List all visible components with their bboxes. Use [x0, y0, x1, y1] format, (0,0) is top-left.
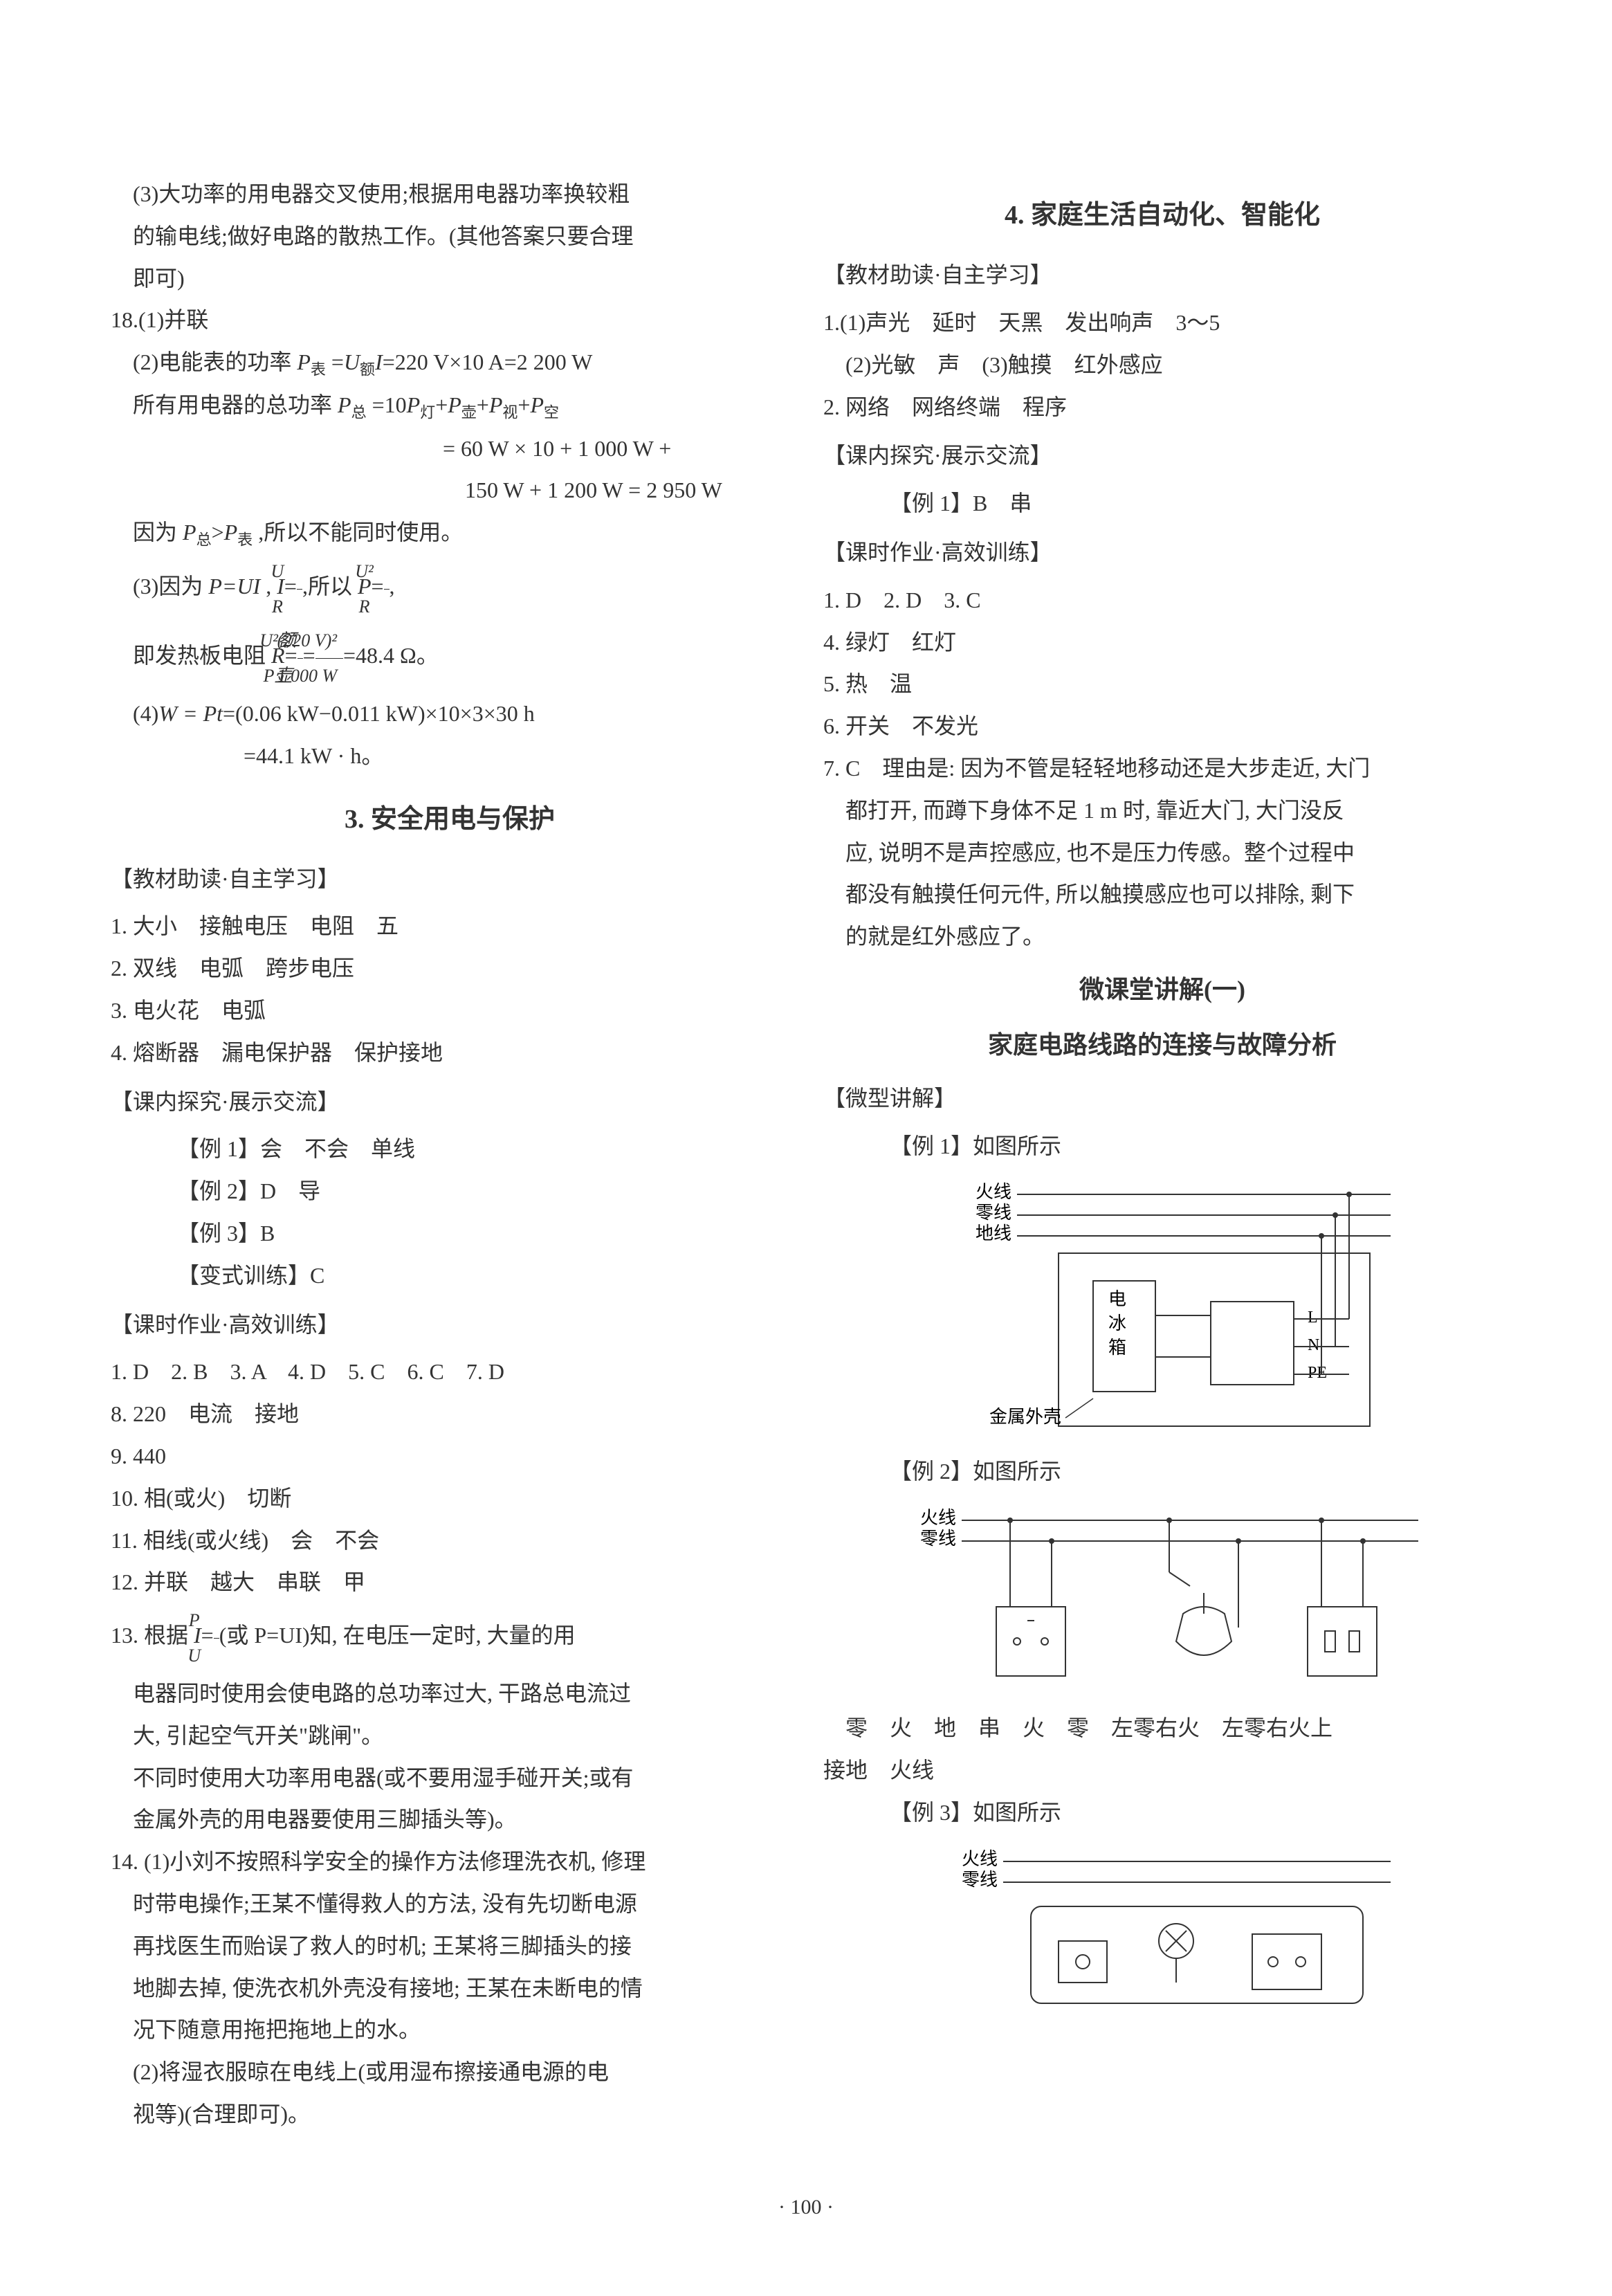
s3-heading2: 【课内探究·展示交流】	[111, 1081, 789, 1123]
micro-answer2a: 零 火 地 串 火 零 左零右火 左零右火上	[823, 1707, 1501, 1749]
s4-heading2: 【课内探究·展示交流】	[823, 435, 1501, 477]
s4-hw7b: 都打开, 而蹲下身体不足 1 m 时, 靠近大门, 大门没反	[823, 790, 1501, 832]
q18-part3b: 即发热板电阻 R=U²额P壶=(220 V)²1 000 W=48.4 Ω。	[111, 623, 789, 693]
s3-ex3: 【例 3】B	[111, 1212, 789, 1255]
s3-hw12: 12. 并联 越大 串联 甲	[111, 1561, 789, 1603]
q18-part3a: (3)因为 P=UI , I=UR,所以 P=U²R,	[111, 554, 789, 623]
s4-hw7a: 7. C 理由是: 因为不管是轻轻地移动还是大步走近, 大门	[823, 747, 1501, 790]
s3-hw10: 10. 相(或火) 切断	[111, 1477, 789, 1520]
q18-part2e: 因为 P总>P表 ,所以不能同时使用。	[111, 511, 789, 554]
s3-hw14e: 况下随意用拖把拖地上的水。	[111, 2009, 789, 2051]
s4-hw7e: 的就是红外感应了。	[823, 915, 1501, 958]
section4-title: 4. 家庭生活自动化、智能化	[823, 190, 1501, 240]
s4-ex1: 【例 1】B 串	[823, 482, 1501, 525]
s3-item3: 3. 电火花 电弧	[111, 990, 789, 1032]
d2-fire-label: 火线	[920, 1508, 956, 1528]
s3-hw14c: 再找医生而贻误了救人的时机; 王某将三脚插头的接	[111, 1925, 789, 1967]
circuit-diagram-1: 火线 零线 地线 电 冰 箱 L N PE 金属外壳	[920, 1177, 1404, 1440]
q18-part2a: (2)电能表的功率 P表 =U额I=220 V×10 A=2 200 W	[111, 341, 789, 384]
s3-item1: 1. 大小 接触电压 电阻 五	[111, 905, 789, 947]
d1-ground-label: 地线	[976, 1223, 1011, 1243]
s4-item1a: 1.(1)声光 延时 天黑 发出响声 3～5	[823, 302, 1501, 344]
s3-heading1: 【教材助读·自主学习】	[111, 858, 789, 900]
d3-fire-label: 火线	[962, 1849, 998, 1869]
s3-item2: 2. 双线 电弧 跨步电压	[111, 947, 789, 990]
s4-item2: 2. 网络 网络终端 程序	[823, 386, 1501, 428]
circuit-diagram-2: 火线 零线	[892, 1503, 1432, 1697]
micro-answer2b: 接地 火线	[823, 1749, 1501, 1792]
page-container: (3)大功率的用电器交叉使用;根据用电器功率换较粗 的输电线;做好电路的散热工作…	[111, 173, 1501, 2135]
s4-hw4: 4. 绿灯 红灯	[823, 621, 1501, 664]
s4-hw5: 5. 热 温	[823, 663, 1501, 705]
right-column: 4. 家庭生活自动化、智能化 【教材助读·自主学习】 1.(1)声光 延时 天黑…	[823, 173, 1501, 2135]
s3-hw8: 8. 220 电流 接地	[111, 1393, 789, 1435]
s3-hw14d: 地脚去掉, 使洗衣机外壳没有接地; 王某在未断电的情	[111, 1967, 789, 2010]
d3-neutral-label: 零线	[962, 1870, 998, 1890]
s3-hw9: 9. 440	[111, 1435, 789, 1477]
micro-ex2: 【例 2】如图所示	[823, 1450, 1501, 1493]
intro-line3: 即可)	[111, 257, 789, 300]
s4-heading3: 【课时作业·高效训练】	[823, 531, 1501, 574]
s3-hw13a: 13. 根据 I=PU(或 P=UI)知, 在电压一定时, 大量的用	[111, 1603, 789, 1673]
s3-hw14b: 时带电操作;王某不懂得救人的方法, 没有先切断电源	[111, 1883, 789, 1925]
section3-title: 3. 安全用电与保护	[111, 794, 789, 844]
svg-text:箱: 箱	[1108, 1338, 1126, 1358]
circuit-diagram-3: 火线 零线	[920, 1844, 1404, 2010]
micro-heading: 【微型讲解】	[823, 1077, 1501, 1120]
d1-fire-label: 火线	[976, 1182, 1011, 1202]
d1-L: L	[1308, 1309, 1318, 1327]
d2-neutral-label: 零线	[920, 1529, 956, 1549]
s3-hw14g: 视等)(合理即可)。	[111, 2093, 789, 2135]
s3-hw13d: 大, 引起空气开关"跳闸"。	[111, 1715, 789, 1757]
s3-hw13f: 金属外壳的用电器要使用三脚插头等)。	[111, 1798, 789, 1841]
d1-fridge-label: 电	[1108, 1289, 1126, 1309]
s3-ex2: 【例 2】D 导	[111, 1170, 789, 1212]
s4-item1b: (2)光敏 声 (3)触摸 红外感应	[823, 344, 1501, 386]
s3-heading3: 【课时作业·高效训练】	[111, 1304, 789, 1346]
page-number: · 100 ·	[778, 2187, 834, 2227]
s4-hw7c: 应, 说明不是声控感应, 也不是压力传感。整个过程中	[823, 832, 1501, 874]
d1-neutral-label: 零线	[976, 1203, 1011, 1223]
s4-hw6: 6. 开关 不发光	[823, 705, 1501, 747]
s4-hw7d: 都没有触摸任何元件, 所以触摸感应也可以排除, 剩下	[823, 873, 1501, 915]
s3-ex1: 【例 1】会 不会 单线	[111, 1128, 789, 1170]
q18-part4b: =44.1 kW · h。	[111, 735, 789, 777]
q18-part2c: = 60 W × 10 + 1 000 W +	[111, 428, 789, 470]
s3-hw11: 11. 相线(或火线) 会 不会	[111, 1520, 789, 1562]
q18-part2d: 150 W + 1 200 W = 2 950 W	[111, 469, 789, 511]
s3-item4: 4. 熔断器 漏电保护器 保护接地	[111, 1032, 789, 1074]
micro-ex3: 【例 3】如图所示	[823, 1792, 1501, 1834]
intro-line2: 的输电线;做好电路的散热工作。(其他答案只要合理	[111, 215, 789, 257]
micro-title2: 家庭电路线路的连接与故障分析	[823, 1021, 1501, 1068]
s3-hw14a: 14. (1)小刘不按照科学安全的操作方法修理洗衣机, 修理	[111, 1841, 789, 1883]
d1-shell-label: 金属外壳	[989, 1407, 1061, 1427]
svg-text:冰: 冰	[1108, 1313, 1126, 1333]
s3-variant: 【变式训练】C	[111, 1255, 789, 1297]
d1-PE: PE	[1308, 1364, 1327, 1382]
micro-title1: 微课堂讲解(一)	[823, 966, 1501, 1013]
s4-heading1: 【教材助读·自主学习】	[823, 254, 1501, 296]
s3-hw1: 1. D 2. B 3. A 4. D 5. C 6. C 7. D	[111, 1351, 789, 1393]
q18-part2b: 所有用电器的总功率 P总 =10P灯+P壶+P视+P空	[111, 384, 789, 427]
s3-hw13c: 电器同时使用会使电路的总功率过大, 干路总电流过	[111, 1673, 789, 1715]
micro-ex1: 【例 1】如图所示	[823, 1125, 1501, 1167]
s3-hw14f: (2)将湿衣服晾在电线上(或用湿布擦接通电源的电	[111, 2051, 789, 2093]
intro-line1: (3)大功率的用电器交叉使用;根据用电器功率换较粗	[111, 173, 789, 215]
left-column: (3)大功率的用电器交叉使用;根据用电器功率换较粗 的输电线;做好电路的散热工作…	[111, 173, 789, 2135]
s3-hw13e: 不同时使用大功率用电器(或不要用湿手碰开关;或有	[111, 1757, 789, 1799]
q18-part4a: (4)W = Pt=(0.06 kW−0.011 kW)×10×3×30 h	[111, 693, 789, 735]
q18-part1: 18.(1)并联	[111, 299, 789, 341]
s4-hw1: 1. D 2. D 3. C	[823, 579, 1501, 621]
d1-N: N	[1308, 1336, 1319, 1354]
